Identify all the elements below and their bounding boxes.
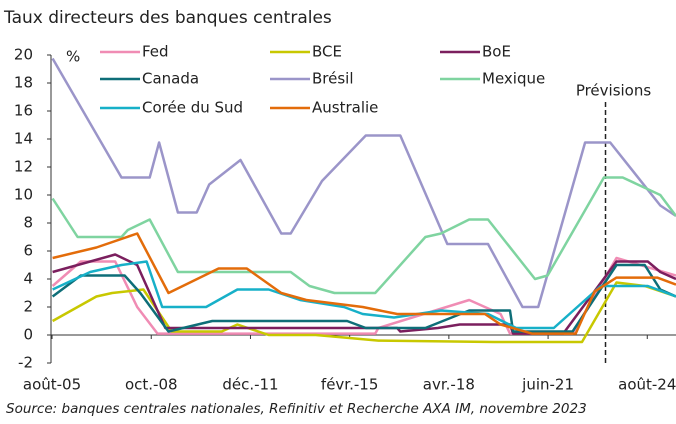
legend-label: Corée du Sud [142, 99, 243, 117]
x-tick-label: août-24 [618, 376, 676, 394]
y-tick-label: 2 [23, 298, 33, 316]
x-tick-label: oct.-08 [125, 376, 178, 394]
series-line [51, 281, 676, 344]
source: Source: banques centrales nationales, Re… [6, 401, 587, 417]
series-line [52, 232, 676, 335]
y-tick-label: 6 [23, 242, 33, 260]
legend-label: Canada [142, 70, 199, 88]
legend-label: Australie [312, 99, 378, 117]
series-line [52, 260, 676, 330]
annotation: Prévisions [576, 82, 652, 100]
y-tick-label: 10 [14, 186, 33, 204]
x-tick-label: févr.-15 [321, 376, 378, 394]
x-tick-label: avr.-18 [423, 376, 475, 394]
x-tick-label: août-05 [23, 376, 81, 394]
y-tick-label: -2 [18, 354, 33, 372]
y-tick-label: 12 [14, 158, 33, 176]
y-tick-label: 8 [23, 214, 33, 232]
y-tick-label: 18 [14, 74, 33, 92]
legend-label: Brésil [312, 70, 354, 88]
y-tick-label: 16 [14, 102, 33, 120]
legend-label: Mexique [482, 70, 545, 88]
y-tick-label: 14 [14, 130, 33, 148]
series-line [51, 57, 676, 309]
series-line [51, 176, 676, 295]
series-line [51, 263, 676, 333]
y-tick-label: 20 [14, 46, 33, 64]
y-tick-label: 4 [23, 270, 33, 288]
legend-label: BCE [312, 43, 342, 61]
chart-title: Taux directeurs des banques centrales [3, 8, 332, 28]
legend-label: BoE [482, 43, 511, 61]
legend-label: Fed [142, 43, 169, 61]
series-line [51, 256, 676, 335]
x-tick-label: juin-21 [521, 376, 574, 394]
series-line [52, 253, 676, 335]
x-tick-label: déc.-11 [222, 376, 278, 394]
y-unit: % [66, 48, 80, 66]
y-tick-label: 0 [23, 326, 33, 344]
